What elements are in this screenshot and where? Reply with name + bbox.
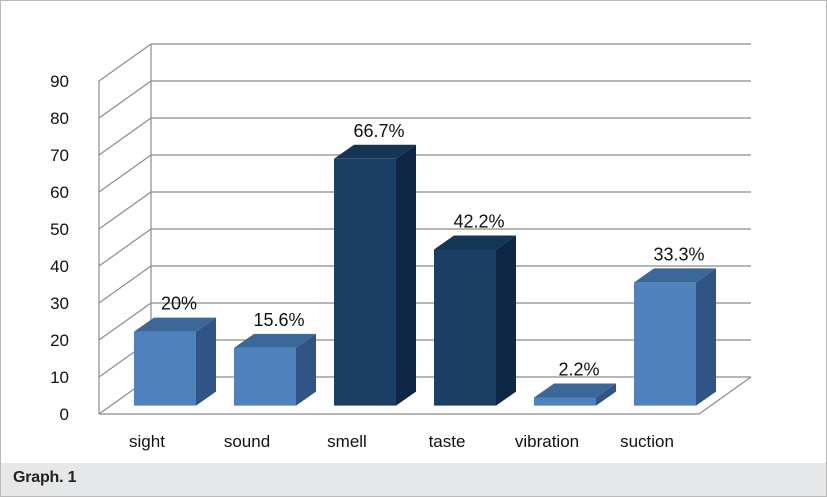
data-label: 2.2% xyxy=(558,359,599,379)
floor-edge xyxy=(698,376,752,415)
y-tick-label: 0 xyxy=(60,405,69,424)
data-label: 66.7% xyxy=(353,121,404,141)
bar-top xyxy=(134,317,216,332)
y-tick-label: 70 xyxy=(50,146,69,165)
bar-layer xyxy=(134,144,716,406)
data-label: 42.2% xyxy=(453,211,504,231)
bar-top xyxy=(534,383,616,398)
bar-side xyxy=(196,317,216,406)
x-tick-label: suction xyxy=(620,432,674,451)
bar-front xyxy=(534,397,596,406)
bar-top xyxy=(634,268,716,283)
bar-chart: 0 10 20 30 40 50 60 70 80 90 20% sight 15.6% sound 66.… xyxy=(50,43,752,451)
bar-side xyxy=(396,144,416,406)
bar-side xyxy=(596,383,616,406)
y-tick-label: 80 xyxy=(50,109,69,128)
bar-front xyxy=(434,249,496,406)
bar-top xyxy=(234,333,316,348)
bar-smell xyxy=(334,144,416,406)
y-tick-label: 20 xyxy=(50,331,69,350)
bar-top xyxy=(434,235,516,250)
y-tick-label: 10 xyxy=(50,368,69,387)
caption-bar: Graph. 1 xyxy=(1,463,826,496)
bar-front xyxy=(134,331,196,406)
data-label: 15.6% xyxy=(253,310,304,330)
data-label: 20% xyxy=(161,294,197,314)
bar-front xyxy=(234,347,296,406)
gridline xyxy=(98,80,751,119)
bar-front xyxy=(334,158,396,406)
bar-vibration xyxy=(534,383,616,406)
label-layer: 0 10 20 30 40 50 60 70 80 90 20% sight 15.6% sound 66.… xyxy=(50,72,704,451)
x-tick-label: sound xyxy=(224,432,270,451)
y-tick-label: 40 xyxy=(50,257,69,276)
bar-sight xyxy=(134,317,216,406)
x-tick-label: vibration xyxy=(515,432,579,451)
bar-top xyxy=(334,144,416,159)
x-tick-label: smell xyxy=(327,432,367,451)
y-tick-label: 90 xyxy=(50,72,69,91)
gridline xyxy=(98,191,751,230)
bar-side xyxy=(296,333,316,406)
y-tick-label: 30 xyxy=(50,294,69,313)
data-label: 33.3% xyxy=(653,244,704,264)
bar-taste xyxy=(434,235,516,406)
gridline xyxy=(98,43,751,82)
y-tick-label: 50 xyxy=(50,220,69,239)
bar-front xyxy=(634,282,696,406)
bar-suction xyxy=(634,268,716,406)
x-tick-label: sight xyxy=(129,432,165,451)
gridline xyxy=(98,117,751,156)
bar-side xyxy=(696,268,716,406)
x-tick-label: taste xyxy=(429,432,466,451)
y-tick-label: 60 xyxy=(50,183,69,202)
figure-caption: Graph. 1 xyxy=(13,469,77,486)
bar-side xyxy=(496,235,516,406)
gridline xyxy=(98,154,751,193)
bar-sound xyxy=(234,333,316,406)
